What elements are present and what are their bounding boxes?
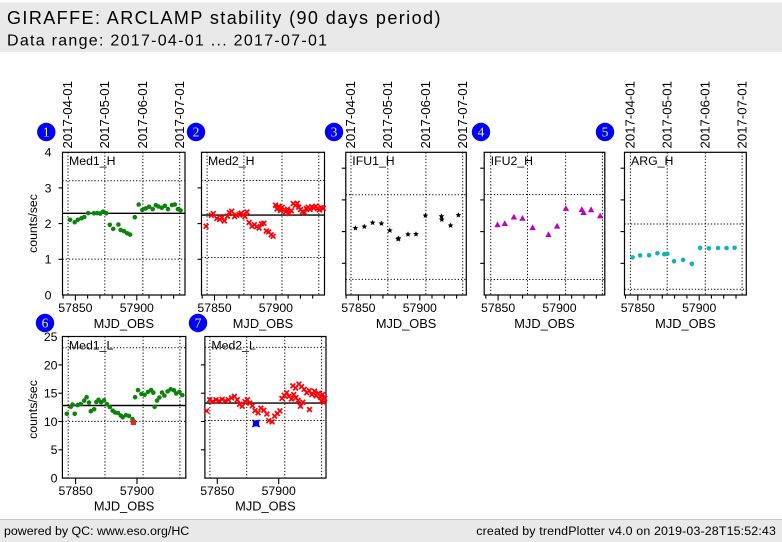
svg-text:2017-07-01: 2017-07-01 bbox=[172, 81, 187, 148]
svg-text:GIRAFFE: ARCLAMP stability (90: GIRAFFE: ARCLAMP stability (90 days peri… bbox=[7, 8, 442, 28]
svg-text:MJD_OBS: MJD_OBS bbox=[94, 499, 154, 514]
svg-text:20: 20 bbox=[44, 358, 58, 372]
svg-text:57900: 57900 bbox=[682, 301, 716, 315]
svg-text:MJD_OBS: MJD_OBS bbox=[376, 316, 436, 331]
svg-text:15: 15 bbox=[44, 387, 58, 401]
svg-text:57900: 57900 bbox=[259, 301, 293, 315]
svg-text:57900: 57900 bbox=[120, 484, 154, 498]
svg-text:IFU1_H: IFU1_H bbox=[352, 154, 394, 168]
svg-text:Data range: 2017-04-01 ... 201: Data range: 2017-04-01 ... 2017-07-01 bbox=[7, 33, 328, 50]
svg-text:0: 0 bbox=[45, 288, 52, 302]
svg-text:57850: 57850 bbox=[200, 484, 234, 498]
svg-text:2: 2 bbox=[193, 125, 200, 140]
svg-text:57850: 57850 bbox=[341, 301, 375, 315]
svg-text:ARG_H: ARG_H bbox=[631, 154, 673, 168]
svg-text:4: 4 bbox=[478, 125, 485, 140]
svg-text:10: 10 bbox=[44, 415, 58, 429]
svg-text:57900: 57900 bbox=[262, 484, 296, 498]
svg-text:3: 3 bbox=[331, 125, 338, 140]
svg-text:57850: 57850 bbox=[481, 301, 515, 315]
svg-text:7: 7 bbox=[195, 316, 202, 331]
svg-text:2017-05-01: 2017-05-01 bbox=[659, 81, 674, 148]
svg-text:Med1_H: Med1_H bbox=[69, 154, 115, 168]
svg-text:2017-04-01: 2017-04-01 bbox=[60, 81, 75, 148]
svg-text:Med2_H: Med2_H bbox=[208, 154, 254, 168]
svg-text:2017-06-01: 2017-06-01 bbox=[418, 81, 433, 148]
svg-text:2017-04-01: 2017-04-01 bbox=[623, 81, 638, 148]
svg-text:1: 1 bbox=[45, 253, 52, 267]
svg-text:57900: 57900 bbox=[542, 301, 576, 315]
svg-text:0: 0 bbox=[51, 472, 58, 486]
svg-text:MJD_OBS: MJD_OBS bbox=[235, 499, 295, 514]
svg-text:3: 3 bbox=[45, 181, 52, 195]
svg-text:5: 5 bbox=[51, 443, 58, 457]
svg-text:5: 5 bbox=[602, 125, 609, 140]
svg-text:MJD_OBS: MJD_OBS bbox=[233, 316, 293, 331]
svg-text:57900: 57900 bbox=[120, 301, 154, 315]
svg-text:2017-07-01: 2017-07-01 bbox=[734, 81, 749, 148]
svg-text:2017-05-01: 2017-05-01 bbox=[97, 81, 112, 148]
svg-text:1: 1 bbox=[43, 125, 50, 140]
svg-text:2017-06-01: 2017-06-01 bbox=[135, 81, 150, 148]
svg-text:57850: 57850 bbox=[58, 484, 92, 498]
svg-text:2017-06-01: 2017-06-01 bbox=[698, 81, 713, 148]
svg-text:4: 4 bbox=[45, 146, 52, 160]
svg-text:57850: 57850 bbox=[58, 301, 92, 315]
svg-text:25: 25 bbox=[44, 330, 58, 344]
svg-text:57850: 57850 bbox=[621, 301, 655, 315]
svg-text:counts/sec: counts/sec bbox=[26, 380, 40, 439]
svg-text:Med2_L: Med2_L bbox=[211, 338, 256, 352]
svg-text:MJD_OBS: MJD_OBS bbox=[514, 316, 574, 331]
svg-text:57900: 57900 bbox=[403, 301, 437, 315]
svg-text:2017-04-01: 2017-04-01 bbox=[343, 81, 358, 148]
svg-text:MJD_OBS: MJD_OBS bbox=[94, 316, 154, 331]
svg-text:counts/sec: counts/sec bbox=[26, 194, 40, 253]
svg-text:MJD_OBS: MJD_OBS bbox=[655, 316, 715, 331]
svg-text:powered by QC: www.eso.org/HC: powered by QC: www.eso.org/HC bbox=[4, 524, 189, 538]
svg-text:2017-05-01: 2017-05-01 bbox=[380, 81, 395, 148]
svg-text:created by trendPlotter v4.0 o: created by trendPlotter v4.0 on 2019-03-… bbox=[476, 524, 776, 538]
svg-text:2017-07-01: 2017-07-01 bbox=[455, 81, 470, 148]
svg-text:IFU2_H: IFU2_H bbox=[491, 154, 533, 168]
svg-text:2: 2 bbox=[45, 217, 52, 231]
svg-text:Med1_L: Med1_L bbox=[69, 338, 114, 352]
svg-text:6: 6 bbox=[42, 316, 49, 331]
svg-text:57850: 57850 bbox=[197, 301, 231, 315]
